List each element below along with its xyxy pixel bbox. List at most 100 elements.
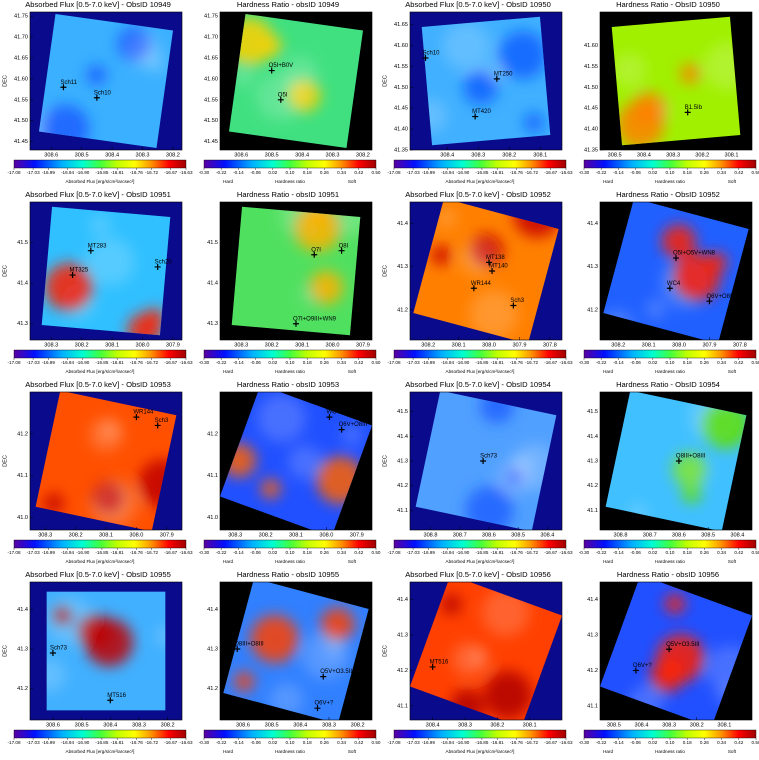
y-tick-label: 41.3 <box>587 458 598 464</box>
colorbar-tick-label: 0.50 <box>372 740 381 745</box>
colorbar-tick-label: 0.26 <box>320 360 329 365</box>
x-tick-label: 308.0 <box>135 342 149 348</box>
source-marker <box>311 251 318 258</box>
y-tick-label: 41.2 <box>207 686 218 692</box>
x-tick-label: 308.2 <box>75 342 89 348</box>
x-tick-label: 308.2 <box>69 532 83 538</box>
colorbar-tick-label: -16.99 <box>42 170 55 175</box>
source-label: MT250 <box>494 71 513 77</box>
y-tick-label: 41.65 <box>14 55 28 61</box>
colorbar-label: Absorbed Flux [erg/s/cm²/arcsec²] <box>66 369 135 374</box>
y-tick-label: 41.75 <box>14 14 28 20</box>
colorbar <box>393 159 567 169</box>
colorbar-tick-label: -16.99 <box>422 170 435 175</box>
colorbar-tick-label: -16.76 <box>510 360 523 365</box>
field-blob <box>441 594 462 615</box>
colorbar-tick-label: 0.10 <box>286 740 295 745</box>
colorbar-tick-label: 0.18 <box>303 170 312 175</box>
y-tick-label: 41.4 <box>397 434 408 440</box>
colorbar-label: Soft <box>348 179 357 184</box>
panel-title: Hardness Ratio - ObsID 10952 <box>616 190 720 199</box>
colorbar-tick-label: 0.02 <box>648 360 657 365</box>
colorbar-tick-label: 0.10 <box>666 170 675 175</box>
y-axis-label: DEC <box>382 645 388 657</box>
y-tick-label: 41.50 <box>204 118 218 124</box>
field-blob <box>283 56 318 91</box>
field-blob <box>86 65 107 86</box>
colorbar-label: Hard <box>603 559 613 564</box>
colorbar-tick-label: -0.06 <box>630 170 641 175</box>
field-blob <box>234 671 255 692</box>
colorbar-tick-label: 0.18 <box>303 360 312 365</box>
field-blob <box>612 53 647 88</box>
y-tick-label: 41.2 <box>587 307 598 313</box>
x-tick-label: 308.3 <box>666 152 680 158</box>
source-label: O6V+O8III <box>706 294 735 300</box>
x-tick-label: 308.0 <box>319 532 333 538</box>
colorbar-tick-label: -16.63 <box>559 170 572 175</box>
x-tick-label: 308.2 <box>490 722 504 728</box>
colorbar-tick-label: -0.22 <box>216 550 227 555</box>
colorbar-tick-label: -16.72 <box>145 740 158 745</box>
source-marker <box>154 422 161 429</box>
colorbar-tick-label: -0.30 <box>579 360 590 365</box>
y-axis-label: DEC <box>2 75 8 87</box>
colorbar-tick-label: -0.22 <box>596 170 607 175</box>
colorbar-label: Hardness ratio <box>275 559 305 564</box>
y-tick-label: 41.50 <box>14 118 28 124</box>
y-tick-label: 41.35 <box>394 147 408 153</box>
colorbar-tick-label: 0.02 <box>648 740 657 745</box>
source-marker <box>510 302 517 309</box>
source-label: Sch10 <box>94 90 112 96</box>
colorbar-label: Hardness ratio <box>655 749 685 754</box>
colorbar-tick-label: 0.34 <box>717 550 726 555</box>
field-blob <box>451 642 486 677</box>
x-tick-label: 307.9 <box>350 532 364 538</box>
source-label: O5V+O3.5III <box>320 669 354 675</box>
y-tick-label: 41.40 <box>584 127 598 133</box>
source-marker <box>338 247 345 254</box>
panel: Absorbed Flux [0.5-7.0 keV] - ObsID 1095… <box>2 190 192 374</box>
source-marker <box>277 96 284 103</box>
colorbar-tick-label: -0.14 <box>613 740 624 745</box>
colorbar-tick-label: -16.90 <box>76 740 89 745</box>
colorbar-tick-label: -16.63 <box>559 550 572 555</box>
colorbar-tick-label: -16.85 <box>475 360 488 365</box>
panel: Absorbed Flux [0.5-7.0 keV] - ObsID 1094… <box>2 0 192 184</box>
colorbar-tick-label: -0.22 <box>216 170 227 175</box>
x-tick-label: 308.1 <box>642 342 656 348</box>
field-blob <box>127 33 162 68</box>
x-tick-label: 308.2 <box>265 342 279 348</box>
x-tick-label: 308.2 <box>502 152 516 158</box>
source-marker <box>489 268 496 274</box>
colorbar-tick-label: -16.72 <box>525 550 538 555</box>
colorbar-tick-label: 0.02 <box>648 550 657 555</box>
field-blob <box>46 658 67 693</box>
source-marker <box>673 255 679 262</box>
colorbar-label: Absorbed Flux [erg/s/cm²/arcsec²] <box>66 179 135 184</box>
y-tick-label: 41.70 <box>14 35 28 41</box>
x-tick-label: 308.6 <box>236 722 250 728</box>
field <box>35 392 177 530</box>
source-marker <box>326 414 333 421</box>
colorbar-tick-label: 0.42 <box>734 170 743 175</box>
field-blob <box>436 207 457 228</box>
colorbar-tick-label: -16.99 <box>42 360 55 365</box>
colorbar-tick-label: -16.94 <box>441 740 454 745</box>
x-tick-label: 308.4 <box>293 722 307 728</box>
x-tick-label: 308.7 <box>643 532 657 538</box>
colorbar-tick-label: -16.76 <box>130 550 143 555</box>
colorbar-tick-label: -16.85 <box>95 740 108 745</box>
map <box>410 392 562 530</box>
colorbar-label: Hardness ratio <box>275 179 305 184</box>
y-axis-label: DEC <box>2 455 8 467</box>
y-tick-label: 41.0 <box>207 515 218 521</box>
source-marker <box>486 259 493 266</box>
colorbar-tick-label: -16.72 <box>525 360 538 365</box>
field-structure <box>441 588 532 720</box>
panel: Absorbed Flux [0.5-7.0 keV] - ObsID 1095… <box>382 380 572 564</box>
source-marker <box>666 646 673 653</box>
colorbar-tick-label: -16.94 <box>441 360 454 365</box>
colorbar-tick-label: -16.90 <box>76 360 89 365</box>
